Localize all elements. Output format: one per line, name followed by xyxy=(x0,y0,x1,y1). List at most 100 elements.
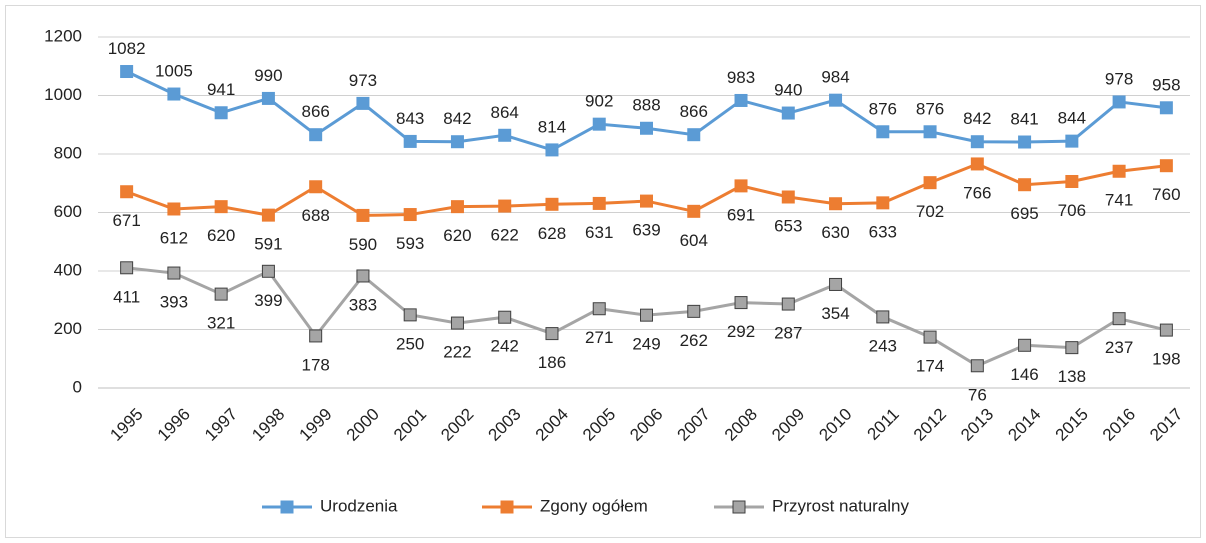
data-label: 354 xyxy=(821,304,849,323)
data-label: 842 xyxy=(443,109,471,128)
point-marker xyxy=(734,179,748,193)
point-marker xyxy=(876,125,890,139)
data-label: 146 xyxy=(1010,365,1038,384)
data-label: 766 xyxy=(963,183,991,202)
data-label: 630 xyxy=(821,223,849,242)
data-label: 888 xyxy=(632,96,660,115)
point-marker xyxy=(970,359,984,373)
data-label: 702 xyxy=(916,202,944,221)
point-marker xyxy=(356,269,370,283)
point-marker xyxy=(498,199,512,213)
y-tick-label: 800 xyxy=(54,143,82,162)
data-label: 186 xyxy=(538,353,566,372)
data-label: 741 xyxy=(1105,191,1133,210)
data-label: 1005 xyxy=(155,62,193,81)
point-marker xyxy=(734,93,748,107)
y-tick-label: 1000 xyxy=(44,85,82,104)
point-marker xyxy=(450,200,464,214)
data-label: 287 xyxy=(774,324,802,343)
point-marker xyxy=(829,197,843,211)
point-marker xyxy=(781,297,795,311)
data-label: 691 xyxy=(727,205,755,224)
data-label: 222 xyxy=(443,343,471,362)
data-label: 411 xyxy=(113,287,140,306)
data-label: 383 xyxy=(349,295,377,314)
point-marker xyxy=(592,117,606,131)
point-marker xyxy=(1065,341,1079,355)
point-marker xyxy=(356,96,370,110)
data-label: 628 xyxy=(538,224,566,243)
point-marker xyxy=(403,308,417,322)
data-label: 174 xyxy=(916,357,944,376)
data-label: 695 xyxy=(1010,204,1038,223)
point-marker xyxy=(309,329,323,343)
point-marker xyxy=(1065,134,1079,148)
data-label: 620 xyxy=(443,226,471,245)
point-marker xyxy=(450,135,464,149)
point-marker xyxy=(167,87,181,101)
y-tick-label: 200 xyxy=(54,319,82,338)
data-label: 843 xyxy=(396,109,424,128)
point-marker xyxy=(498,310,512,324)
data-label: 631 xyxy=(585,223,613,242)
data-label: 321 xyxy=(207,314,235,333)
data-label: 198 xyxy=(1152,350,1180,369)
point-marker xyxy=(1018,338,1032,352)
data-label: 983 xyxy=(727,68,755,87)
point-marker xyxy=(687,128,701,142)
data-label: 250 xyxy=(396,334,424,353)
legend-label: Urodzenia xyxy=(320,496,398,515)
point-marker xyxy=(687,204,701,218)
data-label: 292 xyxy=(727,322,755,341)
data-label: 958 xyxy=(1152,75,1180,94)
data-label: 841 xyxy=(1010,109,1038,128)
data-label: 876 xyxy=(869,99,897,118)
legend-marker xyxy=(500,500,514,514)
point-marker xyxy=(214,287,228,301)
data-label: 243 xyxy=(869,336,897,355)
point-marker xyxy=(309,128,323,142)
data-label: 138 xyxy=(1058,367,1086,386)
point-marker xyxy=(120,261,134,275)
point-marker xyxy=(687,304,701,318)
point-marker xyxy=(450,316,464,330)
data-label: 844 xyxy=(1058,109,1086,128)
point-marker xyxy=(403,134,417,148)
point-marker xyxy=(545,327,559,341)
point-marker xyxy=(1112,164,1126,178)
point-marker xyxy=(640,121,653,135)
point-marker xyxy=(734,296,748,310)
data-label: 237 xyxy=(1105,338,1133,357)
point-marker xyxy=(498,128,512,142)
data-label: 76 xyxy=(968,385,987,404)
point-marker xyxy=(261,91,275,105)
data-label: 242 xyxy=(491,337,519,356)
point-marker xyxy=(829,93,843,107)
point-marker xyxy=(970,157,984,171)
data-label: 984 xyxy=(821,68,849,87)
data-label: 990 xyxy=(254,66,282,85)
data-label: 178 xyxy=(301,355,329,374)
data-label: 866 xyxy=(680,102,708,121)
point-marker xyxy=(923,330,937,344)
data-label: 639 xyxy=(632,221,660,240)
point-marker xyxy=(214,200,228,214)
data-label: 760 xyxy=(1152,185,1180,204)
data-label: 399 xyxy=(254,291,282,310)
data-label: 612 xyxy=(160,228,188,247)
point-marker xyxy=(167,266,181,280)
point-marker xyxy=(120,185,134,199)
data-label: 941 xyxy=(207,80,235,99)
data-label: 593 xyxy=(396,234,424,253)
point-marker xyxy=(167,202,181,216)
data-label: 653 xyxy=(774,216,802,235)
point-marker xyxy=(309,180,323,194)
point-marker xyxy=(356,208,370,222)
point-marker xyxy=(876,196,890,210)
point-marker xyxy=(261,208,275,222)
point-marker xyxy=(923,176,937,190)
point-marker xyxy=(781,106,795,120)
data-label: 864 xyxy=(491,103,519,122)
point-marker xyxy=(545,143,559,157)
y-tick-label: 400 xyxy=(54,260,82,279)
